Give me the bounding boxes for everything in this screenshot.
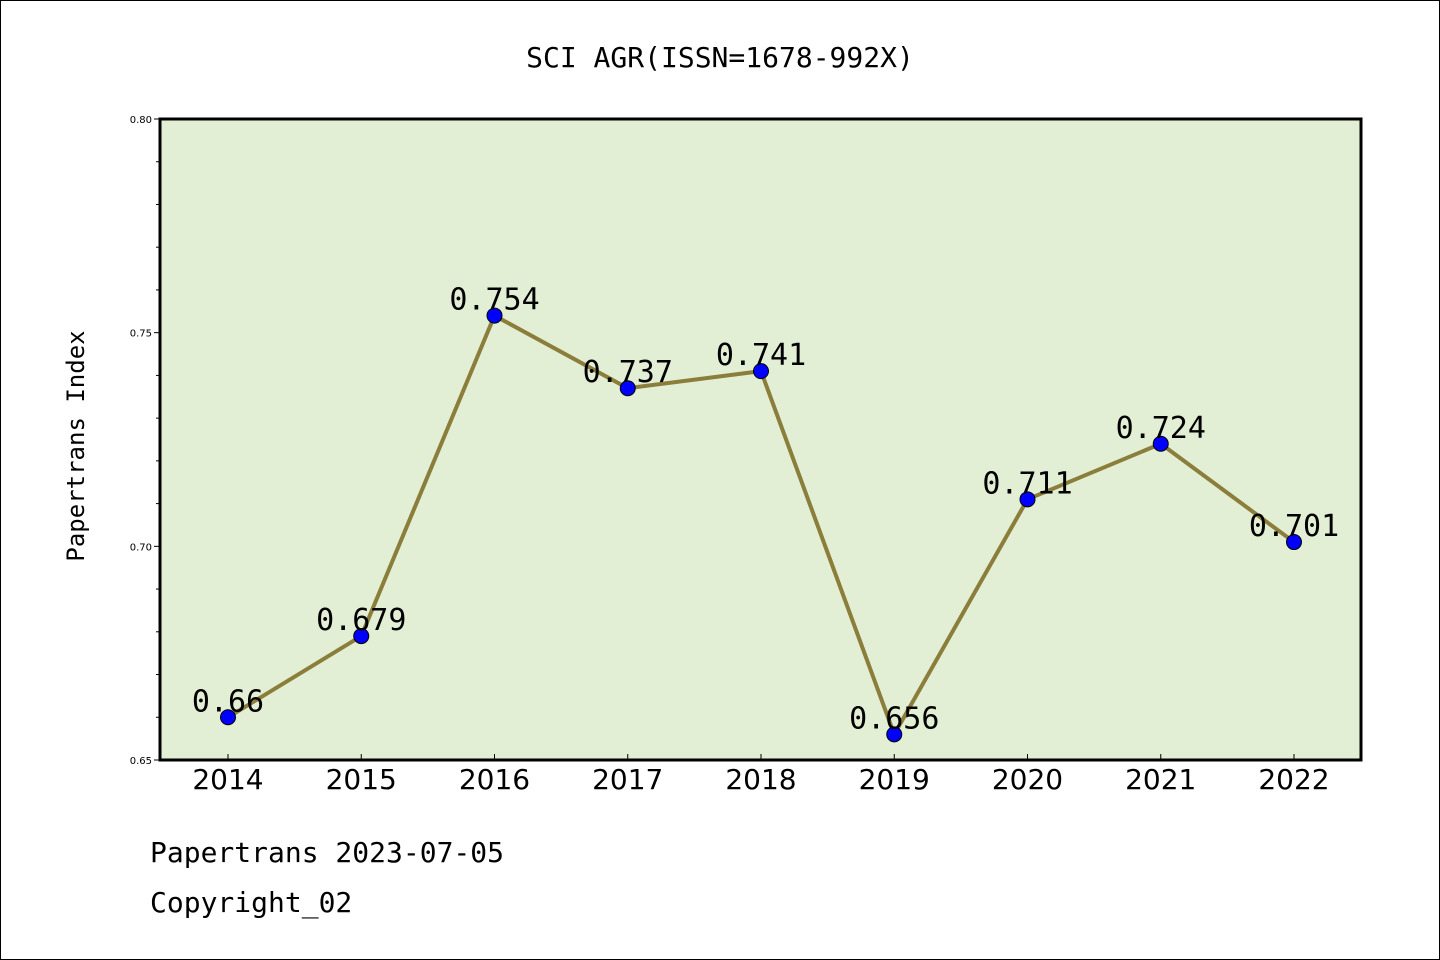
data-point: [1152, 435, 1169, 452]
y-tick-label: 0.80: [130, 115, 152, 126]
data-label: 0.701: [1249, 509, 1339, 544]
footer-copyright-text: Copyright_02: [150, 886, 353, 919]
data-point: [1286, 534, 1302, 551]
data-label: 0.679: [316, 603, 406, 638]
footer-date-text: Papertrans 2023-07-05: [150, 836, 505, 869]
x-tick-label: 2021: [1125, 763, 1196, 796]
x-tick-label: 2016: [459, 763, 530, 796]
data-point: [753, 363, 769, 380]
y-axis-ticks: 0.65 0.70 0.75 0.80: [130, 115, 160, 767]
data-label: 0.656: [849, 701, 939, 736]
data-point: [619, 380, 636, 397]
data-label: 0.66: [192, 684, 264, 719]
data-markers: [220, 307, 1302, 743]
chart-title: SCI AGR(ISSN=1678-992X): [526, 41, 914, 74]
y-axis-label: Papertrans Index: [62, 330, 90, 561]
data-labels: 0.66 0.679 0.754 0.737 0.741 0.656 0.711 0.724 0…: [192, 283, 1339, 737]
x-axis-ticks: 2014 2015 2016 2017 2018 2019 2020 2021 2022: [192, 754, 1330, 796]
data-label: 0.754: [449, 283, 539, 318]
data-point: [486, 307, 503, 324]
y-tick-label: 0.75: [130, 329, 152, 340]
data-point: [886, 726, 903, 743]
x-tick-label: 2019: [859, 763, 930, 796]
data-point: [220, 709, 236, 726]
x-tick-label: 2015: [326, 763, 397, 796]
y-tick-label: 0.70: [130, 542, 152, 553]
data-point: [353, 628, 370, 645]
data-label: 0.724: [1116, 411, 1206, 446]
data-point: [1019, 491, 1036, 508]
x-tick-label: 2014: [192, 763, 263, 796]
data-label: 0.737: [583, 355, 673, 390]
x-tick-label: 2022: [1258, 763, 1329, 796]
x-tick-label: 2017: [592, 763, 663, 796]
data-label: 0.741: [716, 338, 806, 373]
x-tick-label: 2018: [725, 763, 796, 796]
data-label: 0.711: [982, 466, 1072, 501]
x-tick-label: 2020: [992, 763, 1063, 796]
y-tick-label: 0.65: [130, 756, 152, 767]
